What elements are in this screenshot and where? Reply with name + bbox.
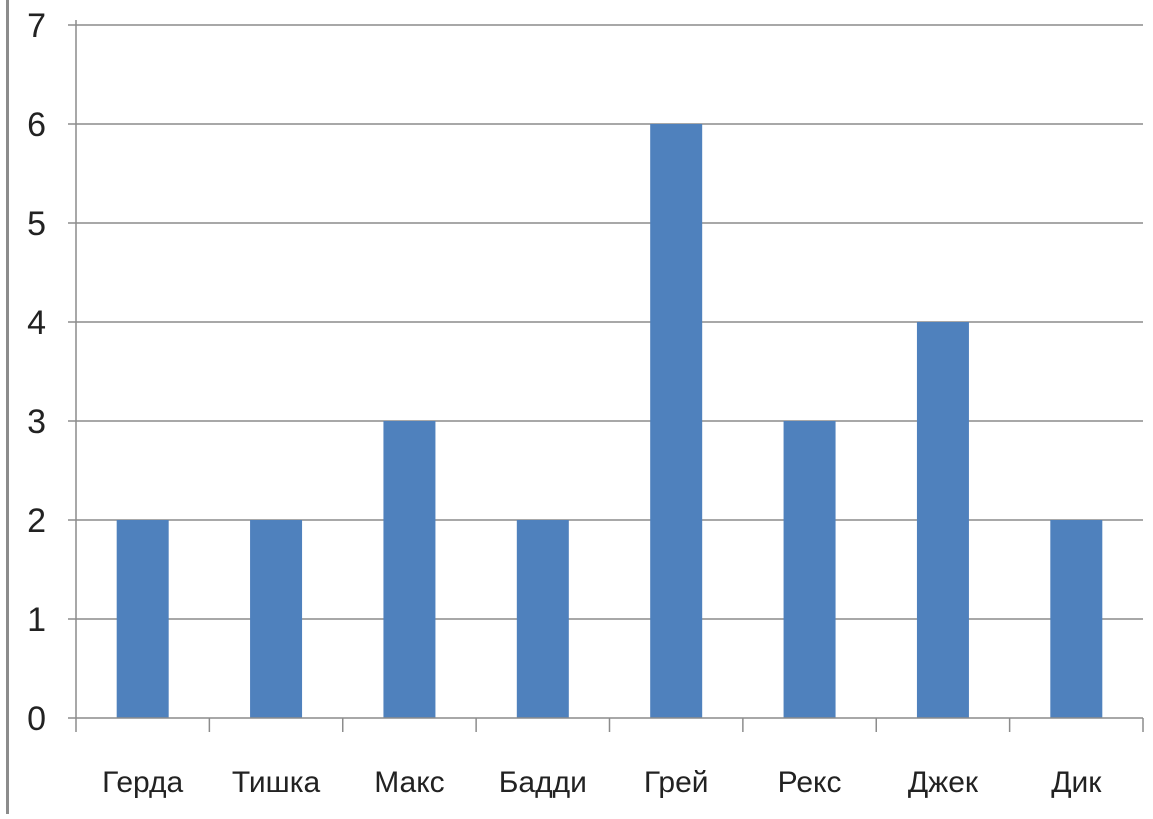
x-tick-label: Макс (374, 766, 444, 799)
x-tick-label: Дик (1051, 766, 1102, 799)
bar-5 (650, 124, 703, 718)
gridlines (76, 24, 1143, 620)
x-tick-label: Тишка (232, 766, 321, 799)
y-tick-label: 5 (27, 205, 46, 243)
bars (116, 124, 1103, 718)
y-tick-label: 3 (27, 403, 46, 441)
x-tick-label: Джек (908, 766, 979, 799)
x-tick-labels: Герда Тишка Макс Бадди Грей Рекс Джек Дик (102, 766, 1102, 799)
bar-7 (916, 322, 969, 718)
left-border (0, 0, 9, 814)
y-tick-label: 7 (27, 7, 46, 45)
x-tick-label: Грей (644, 766, 709, 799)
y-tick-label: 2 (27, 502, 46, 540)
bar-1 (116, 520, 169, 718)
x-tick-label: Герда (102, 766, 183, 799)
bar-4 (516, 520, 569, 718)
y-tick-label: 4 (27, 304, 46, 342)
bar-3 (383, 421, 436, 718)
bar-6 (783, 421, 836, 718)
y-tick-label: 1 (27, 601, 46, 639)
y-tick-labels: 0 1 2 3 4 5 6 7 (27, 7, 46, 738)
bar-2 (250, 520, 303, 718)
axes (68, 20, 1144, 732)
x-tick-label: Бадди (499, 766, 587, 799)
y-tick-label: 0 (27, 700, 46, 738)
x-tick-label: Рекс (778, 766, 842, 799)
y-tick-label: 6 (27, 106, 46, 144)
bar-8 (1050, 520, 1103, 718)
